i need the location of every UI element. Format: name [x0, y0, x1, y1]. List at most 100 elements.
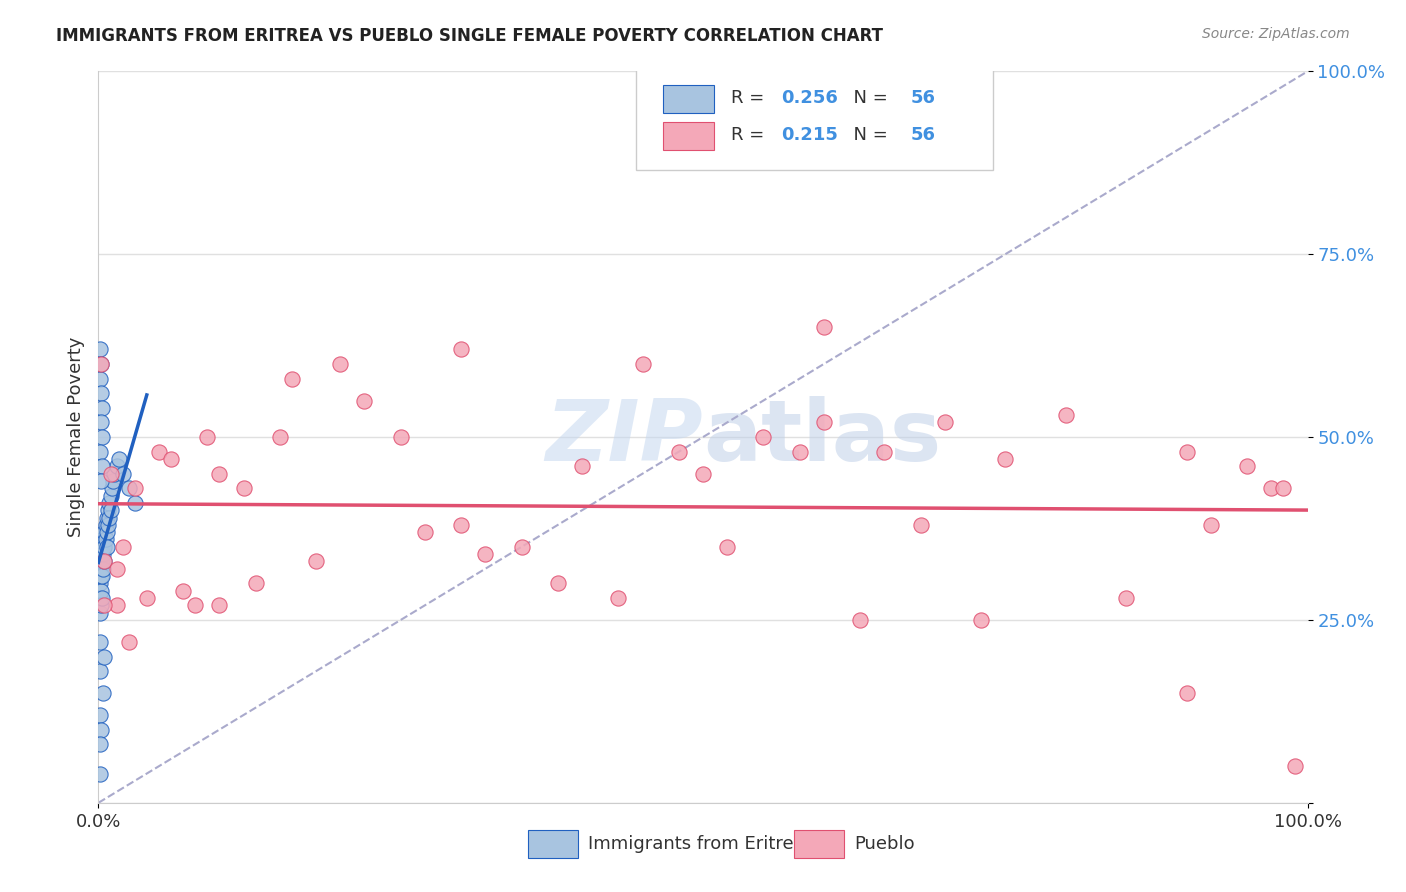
Point: [1260, 481, 1282, 495]
Point: [1175, 444, 1198, 458]
Text: ZIP: ZIP: [546, 395, 703, 479]
Point: [813, 320, 835, 334]
FancyBboxPatch shape: [793, 830, 845, 858]
Point: [752, 430, 775, 444]
Point: [91, 569, 114, 583]
Point: [96, 540, 118, 554]
Point: [91, 591, 114, 605]
Text: 56: 56: [911, 89, 936, 107]
Point: [90, 599, 112, 613]
Point: [873, 444, 896, 458]
Text: R =: R =: [731, 126, 770, 144]
Point: [93, 525, 115, 540]
Point: [91, 547, 114, 561]
Text: 0.256: 0.256: [782, 89, 838, 107]
Point: [91, 562, 114, 576]
Point: [1054, 408, 1077, 422]
Text: N =: N =: [842, 126, 894, 144]
Point: [90, 357, 112, 371]
Text: Source: ZipAtlas.com: Source: ZipAtlas.com: [1202, 27, 1350, 41]
Point: [111, 540, 134, 554]
FancyBboxPatch shape: [527, 830, 578, 858]
Point: [93, 554, 115, 568]
Point: [1175, 686, 1198, 700]
Point: [1236, 459, 1258, 474]
Point: [849, 613, 872, 627]
Point: [934, 416, 956, 430]
Point: [89, 664, 111, 678]
Point: [91, 401, 114, 415]
Point: [474, 547, 496, 561]
Text: 0.215: 0.215: [782, 126, 838, 144]
Text: IMMIGRANTS FROM ERITREA VS PUEBLO SINGLE FEMALE POVERTY CORRELATION CHART: IMMIGRANTS FROM ERITREA VS PUEBLO SINGLE…: [56, 27, 883, 45]
Point: [100, 467, 122, 481]
Point: [90, 569, 112, 583]
Point: [994, 452, 1017, 467]
Point: [547, 576, 569, 591]
Point: [90, 416, 112, 430]
Point: [89, 591, 111, 605]
Point: [105, 599, 128, 613]
Point: [668, 444, 690, 458]
Point: [208, 599, 231, 613]
Point: [389, 430, 412, 444]
Text: 56: 56: [911, 126, 936, 144]
Text: Immigrants from Eritrea: Immigrants from Eritrea: [588, 835, 804, 853]
Point: [93, 649, 115, 664]
Point: [103, 467, 125, 481]
Point: [789, 444, 811, 458]
Point: [90, 583, 112, 598]
Point: [450, 343, 472, 357]
Point: [910, 517, 932, 532]
Point: [89, 708, 111, 723]
Point: [510, 540, 533, 554]
Text: N =: N =: [842, 89, 894, 107]
Point: [172, 583, 194, 598]
Point: [98, 496, 121, 510]
Point: [813, 416, 835, 430]
Point: [91, 430, 114, 444]
Point: [91, 459, 114, 474]
Point: [118, 481, 141, 495]
Point: [89, 371, 111, 385]
Point: [631, 357, 654, 371]
Point: [105, 459, 128, 474]
Point: [571, 459, 593, 474]
Point: [90, 474, 112, 488]
Point: [281, 371, 304, 385]
Point: [607, 591, 630, 605]
Point: [100, 503, 122, 517]
FancyBboxPatch shape: [637, 64, 993, 170]
Point: [89, 444, 111, 458]
Point: [93, 540, 115, 554]
Point: [970, 613, 993, 627]
Point: [111, 467, 134, 481]
Point: [89, 606, 111, 620]
Point: [232, 481, 254, 495]
Text: Pueblo: Pueblo: [855, 835, 915, 853]
Point: [91, 540, 114, 554]
Point: [1284, 759, 1306, 773]
Point: [353, 393, 375, 408]
Point: [91, 533, 114, 547]
Point: [98, 510, 121, 524]
Point: [97, 503, 120, 517]
Point: [148, 444, 170, 458]
Point: [1272, 481, 1295, 495]
Point: [90, 547, 112, 561]
FancyBboxPatch shape: [664, 122, 714, 150]
Point: [305, 554, 328, 568]
Text: atlas: atlas: [703, 395, 941, 479]
Point: [100, 489, 122, 503]
Point: [91, 686, 114, 700]
Point: [269, 430, 291, 444]
Point: [100, 481, 122, 495]
Point: [124, 481, 146, 495]
Point: [89, 737, 111, 751]
Point: [450, 517, 472, 532]
Point: [101, 474, 124, 488]
Point: [96, 510, 118, 524]
Point: [208, 467, 231, 481]
Point: [90, 357, 112, 371]
Y-axis label: Single Female Poverty: Single Female Poverty: [66, 337, 84, 537]
